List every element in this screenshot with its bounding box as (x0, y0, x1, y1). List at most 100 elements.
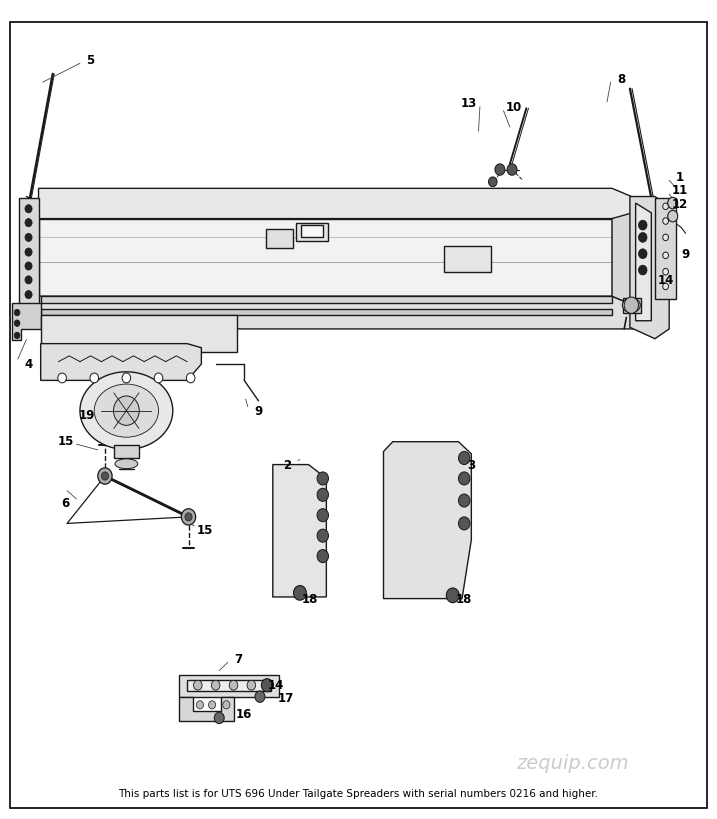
Circle shape (495, 165, 505, 176)
Circle shape (638, 221, 647, 231)
Circle shape (663, 253, 668, 260)
Circle shape (14, 320, 20, 327)
Circle shape (293, 586, 306, 600)
Polygon shape (612, 207, 655, 314)
Polygon shape (635, 204, 651, 321)
Text: 8: 8 (617, 72, 625, 85)
Circle shape (25, 249, 32, 257)
Circle shape (663, 284, 668, 290)
Text: 16: 16 (236, 707, 252, 720)
Polygon shape (623, 298, 640, 313)
Text: This parts list is for UTS 696 Under Tailgate Spreaders with serial numbers 0216: This parts list is for UTS 696 Under Tai… (118, 788, 599, 799)
Text: 14: 14 (268, 678, 285, 691)
Circle shape (447, 588, 459, 603)
Polygon shape (41, 344, 201, 381)
Circle shape (186, 373, 195, 383)
Polygon shape (41, 310, 612, 315)
Circle shape (507, 165, 517, 176)
Circle shape (638, 266, 647, 276)
Polygon shape (179, 675, 278, 697)
Polygon shape (655, 199, 676, 299)
Circle shape (14, 310, 20, 316)
Circle shape (663, 269, 668, 276)
Circle shape (25, 277, 32, 285)
Circle shape (317, 473, 328, 486)
Circle shape (663, 219, 668, 225)
Circle shape (668, 211, 678, 223)
Circle shape (25, 206, 32, 214)
Polygon shape (39, 189, 655, 219)
Polygon shape (445, 247, 490, 273)
Text: 18: 18 (456, 592, 473, 605)
Text: 13: 13 (461, 97, 478, 110)
Text: 4: 4 (24, 357, 33, 370)
Text: 14: 14 (657, 274, 674, 287)
Text: 15: 15 (196, 524, 213, 536)
Circle shape (25, 263, 32, 271)
Polygon shape (41, 296, 612, 303)
Circle shape (212, 681, 220, 690)
Circle shape (663, 204, 668, 210)
Circle shape (229, 681, 238, 690)
Circle shape (113, 396, 139, 426)
Polygon shape (29, 207, 39, 309)
Circle shape (25, 234, 32, 242)
Circle shape (265, 681, 273, 690)
Circle shape (14, 333, 20, 339)
Ellipse shape (622, 298, 640, 313)
Polygon shape (630, 197, 669, 339)
Text: 1: 1 (676, 170, 684, 183)
Circle shape (247, 681, 256, 690)
Text: 17: 17 (277, 691, 294, 704)
Circle shape (262, 679, 272, 692)
Circle shape (458, 473, 470, 486)
Circle shape (458, 495, 470, 508)
Text: 6: 6 (62, 497, 70, 510)
Ellipse shape (115, 459, 138, 469)
Text: 3: 3 (467, 459, 475, 472)
Circle shape (638, 233, 647, 243)
Circle shape (185, 514, 192, 522)
Text: 18: 18 (302, 592, 318, 605)
Circle shape (58, 373, 67, 383)
Circle shape (25, 219, 32, 228)
Circle shape (317, 489, 328, 502)
Circle shape (317, 509, 328, 523)
Polygon shape (19, 199, 39, 311)
Ellipse shape (94, 385, 158, 437)
Text: 9: 9 (681, 248, 690, 261)
Circle shape (154, 373, 163, 383)
Polygon shape (266, 230, 293, 249)
Circle shape (209, 701, 216, 709)
Text: 5: 5 (87, 54, 95, 66)
Text: 9: 9 (255, 405, 262, 418)
Text: 15: 15 (57, 434, 74, 447)
Circle shape (625, 297, 638, 314)
Ellipse shape (80, 373, 173, 450)
Text: 7: 7 (234, 652, 242, 665)
Circle shape (90, 373, 98, 383)
Circle shape (255, 691, 265, 703)
Circle shape (223, 701, 230, 709)
Text: 11: 11 (672, 184, 688, 197)
Circle shape (196, 701, 204, 709)
Polygon shape (179, 697, 234, 722)
Circle shape (458, 518, 470, 530)
Circle shape (663, 235, 668, 242)
Circle shape (458, 452, 470, 465)
Polygon shape (384, 442, 471, 599)
Circle shape (638, 250, 647, 260)
Polygon shape (39, 296, 655, 329)
Circle shape (122, 373, 130, 383)
Circle shape (25, 291, 32, 299)
Polygon shape (39, 219, 612, 296)
Text: zequip.com: zequip.com (516, 753, 629, 771)
Polygon shape (301, 226, 323, 238)
Circle shape (98, 468, 112, 485)
Polygon shape (272, 465, 326, 597)
Circle shape (101, 473, 108, 481)
Circle shape (317, 550, 328, 563)
Circle shape (668, 198, 678, 210)
Text: 19: 19 (79, 409, 95, 422)
Circle shape (214, 713, 224, 724)
